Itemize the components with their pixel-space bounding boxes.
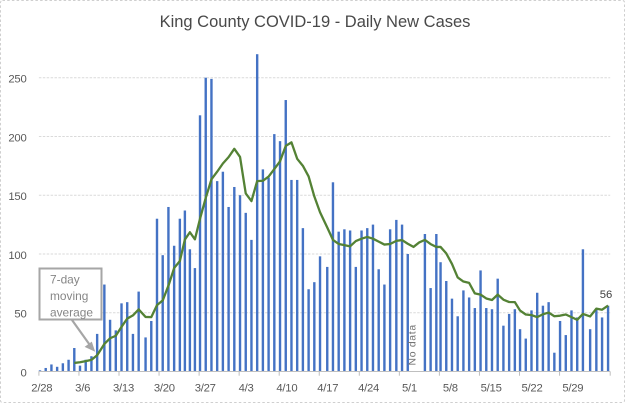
svg-text:4/3: 4/3 [239, 383, 254, 395]
svg-text:4/17: 4/17 [317, 383, 338, 395]
svg-text:3/6: 3/6 [75, 383, 90, 395]
svg-text:200: 200 [8, 132, 26, 144]
svg-text:4/10: 4/10 [276, 383, 297, 395]
svg-text:King County COVID-19 - Daily N: King County COVID-19 - Daily New Cases [160, 13, 471, 31]
svg-text:56: 56 [600, 289, 613, 301]
svg-text:100: 100 [8, 250, 26, 262]
svg-text:average: average [50, 306, 93, 320]
svg-text:3/20: 3/20 [154, 383, 175, 395]
svg-text:4/24: 4/24 [358, 383, 379, 395]
svg-text:3/27: 3/27 [195, 383, 216, 395]
svg-text:5/22: 5/22 [522, 383, 543, 395]
svg-text:No data: No data [407, 324, 418, 365]
svg-text:5/15: 5/15 [481, 383, 502, 395]
svg-text:7-day: 7-day [50, 273, 80, 287]
svg-text:5/1: 5/1 [402, 383, 417, 395]
svg-text:50: 50 [14, 309, 26, 321]
svg-text:0: 0 [20, 367, 26, 379]
svg-text:2/28: 2/28 [31, 383, 52, 395]
svg-text:3/13: 3/13 [113, 383, 134, 395]
svg-text:150: 150 [8, 191, 26, 203]
svg-text:5/29: 5/29 [562, 383, 583, 395]
svg-text:250: 250 [8, 74, 26, 86]
svg-text:moving: moving [50, 289, 88, 303]
svg-text:5/8: 5/8 [443, 383, 458, 395]
